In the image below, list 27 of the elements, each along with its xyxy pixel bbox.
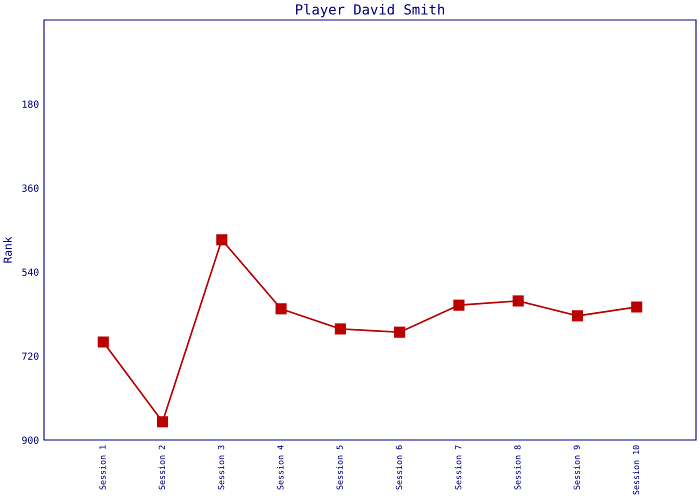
y-tick-label: 180 — [22, 100, 39, 108]
x-tick-label: Session 6 — [396, 445, 402, 490]
point — [572, 310, 584, 322]
point — [98, 336, 109, 348]
x-tick-label: Session 3 — [218, 445, 224, 490]
point — [512, 295, 524, 306]
x-tick-label: Session 10 — [632, 445, 640, 494]
y-axis-title: Rank — [3, 236, 12, 263]
y-tick-label: 360 — [22, 184, 39, 192]
point — [631, 301, 642, 313]
x-tick-label: Session 4 — [277, 445, 284, 490]
point — [156, 416, 168, 428]
x-tick-label: Session 1 — [99, 445, 106, 490]
x-tick-label: Session 8 — [514, 445, 521, 490]
y-tick-label: 720 — [22, 352, 39, 360]
point — [216, 234, 228, 246]
x-tick-label: Session 7 — [454, 445, 462, 490]
point — [394, 326, 406, 338]
y-tick-label: 540 — [22, 268, 39, 276]
x-tick-label: Session 9 — [573, 445, 580, 490]
chart-title: Player David Smith — [296, 4, 444, 18]
point — [334, 323, 346, 334]
x-tick-label: Session 5 — [336, 446, 343, 490]
x-tick-label: Session 2 — [158, 446, 165, 490]
point — [276, 303, 287, 314]
y-tick-label: 900 — [22, 436, 39, 444]
point — [453, 300, 464, 311]
